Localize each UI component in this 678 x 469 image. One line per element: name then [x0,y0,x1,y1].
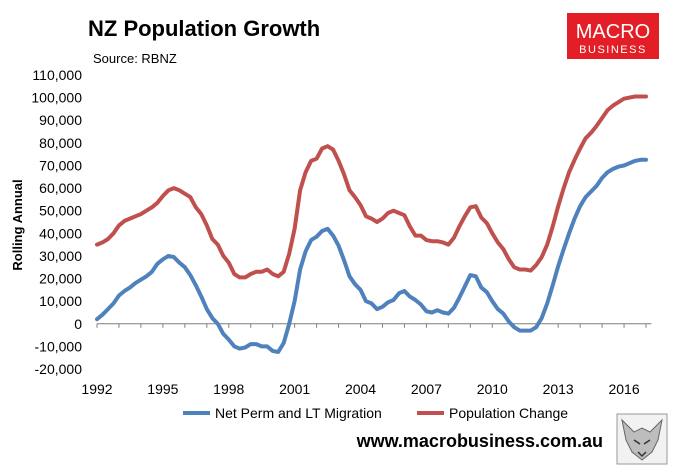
x-tick-label: 2001 [279,381,310,397]
legend-label-population: Population Change [449,405,568,421]
x-tick-label: 2007 [411,381,442,397]
chart-title: NZ Population Growth [88,16,320,41]
x-tick-label: 1992 [81,381,112,397]
legend: Net Perm and LT Migration Population Cha… [183,405,568,421]
x-tick-label: 1995 [147,381,178,397]
website-url: www.macrobusiness.com.au [356,431,603,451]
logo-line2: BUSINESS [579,44,647,56]
y-tick-label: 80,000 [39,135,82,151]
x-tick-label: 2013 [543,381,574,397]
chart-subtitle: Source: RBNZ [93,51,177,66]
x-tick-label: 2004 [345,381,376,397]
y-tick-label: 40,000 [39,225,82,241]
series-line-migration [95,157,648,354]
x-tick-label: 1998 [213,381,244,397]
y-tick-label: 90,000 [39,112,82,128]
y-tick-label: 60,000 [39,180,82,196]
y-tick-label: 20,000 [39,271,82,287]
y-tick-label: 100,000 [31,90,82,106]
y-tick-label: 70,000 [39,157,82,173]
series-line-population [95,94,648,280]
y-tick-label: 0 [74,316,82,332]
y-tick-label: 10,000 [39,293,82,309]
logo-line1: MACRO [576,21,650,43]
x-tick-label: 2010 [477,381,508,397]
x-tick-label: 2016 [608,381,639,397]
y-tick-label: 50,000 [39,203,82,219]
x-axis: 1992 1995 1998 2001 2004 2007 2010 2013 2016 [81,323,652,397]
y-tick-label: 110,000 [32,67,82,83]
y-axis-label: Rolling Annual [10,179,25,270]
macrobusiness-logo: MACRO BUSINESS [567,13,659,59]
y-tick-label: -10,000 [35,338,83,354]
wolf-logo-icon [616,413,668,465]
legend-label-migration: Net Perm and LT Migration [215,405,382,421]
y-axis: -20,000 -10,000 0 10,000 20,000 30,000 40,000 5… [31,67,82,377]
logo-background [567,13,659,59]
plot-area [95,94,648,354]
y-tick-label: 30,000 [39,248,82,264]
y-tick-label: -20,000 [35,361,83,377]
